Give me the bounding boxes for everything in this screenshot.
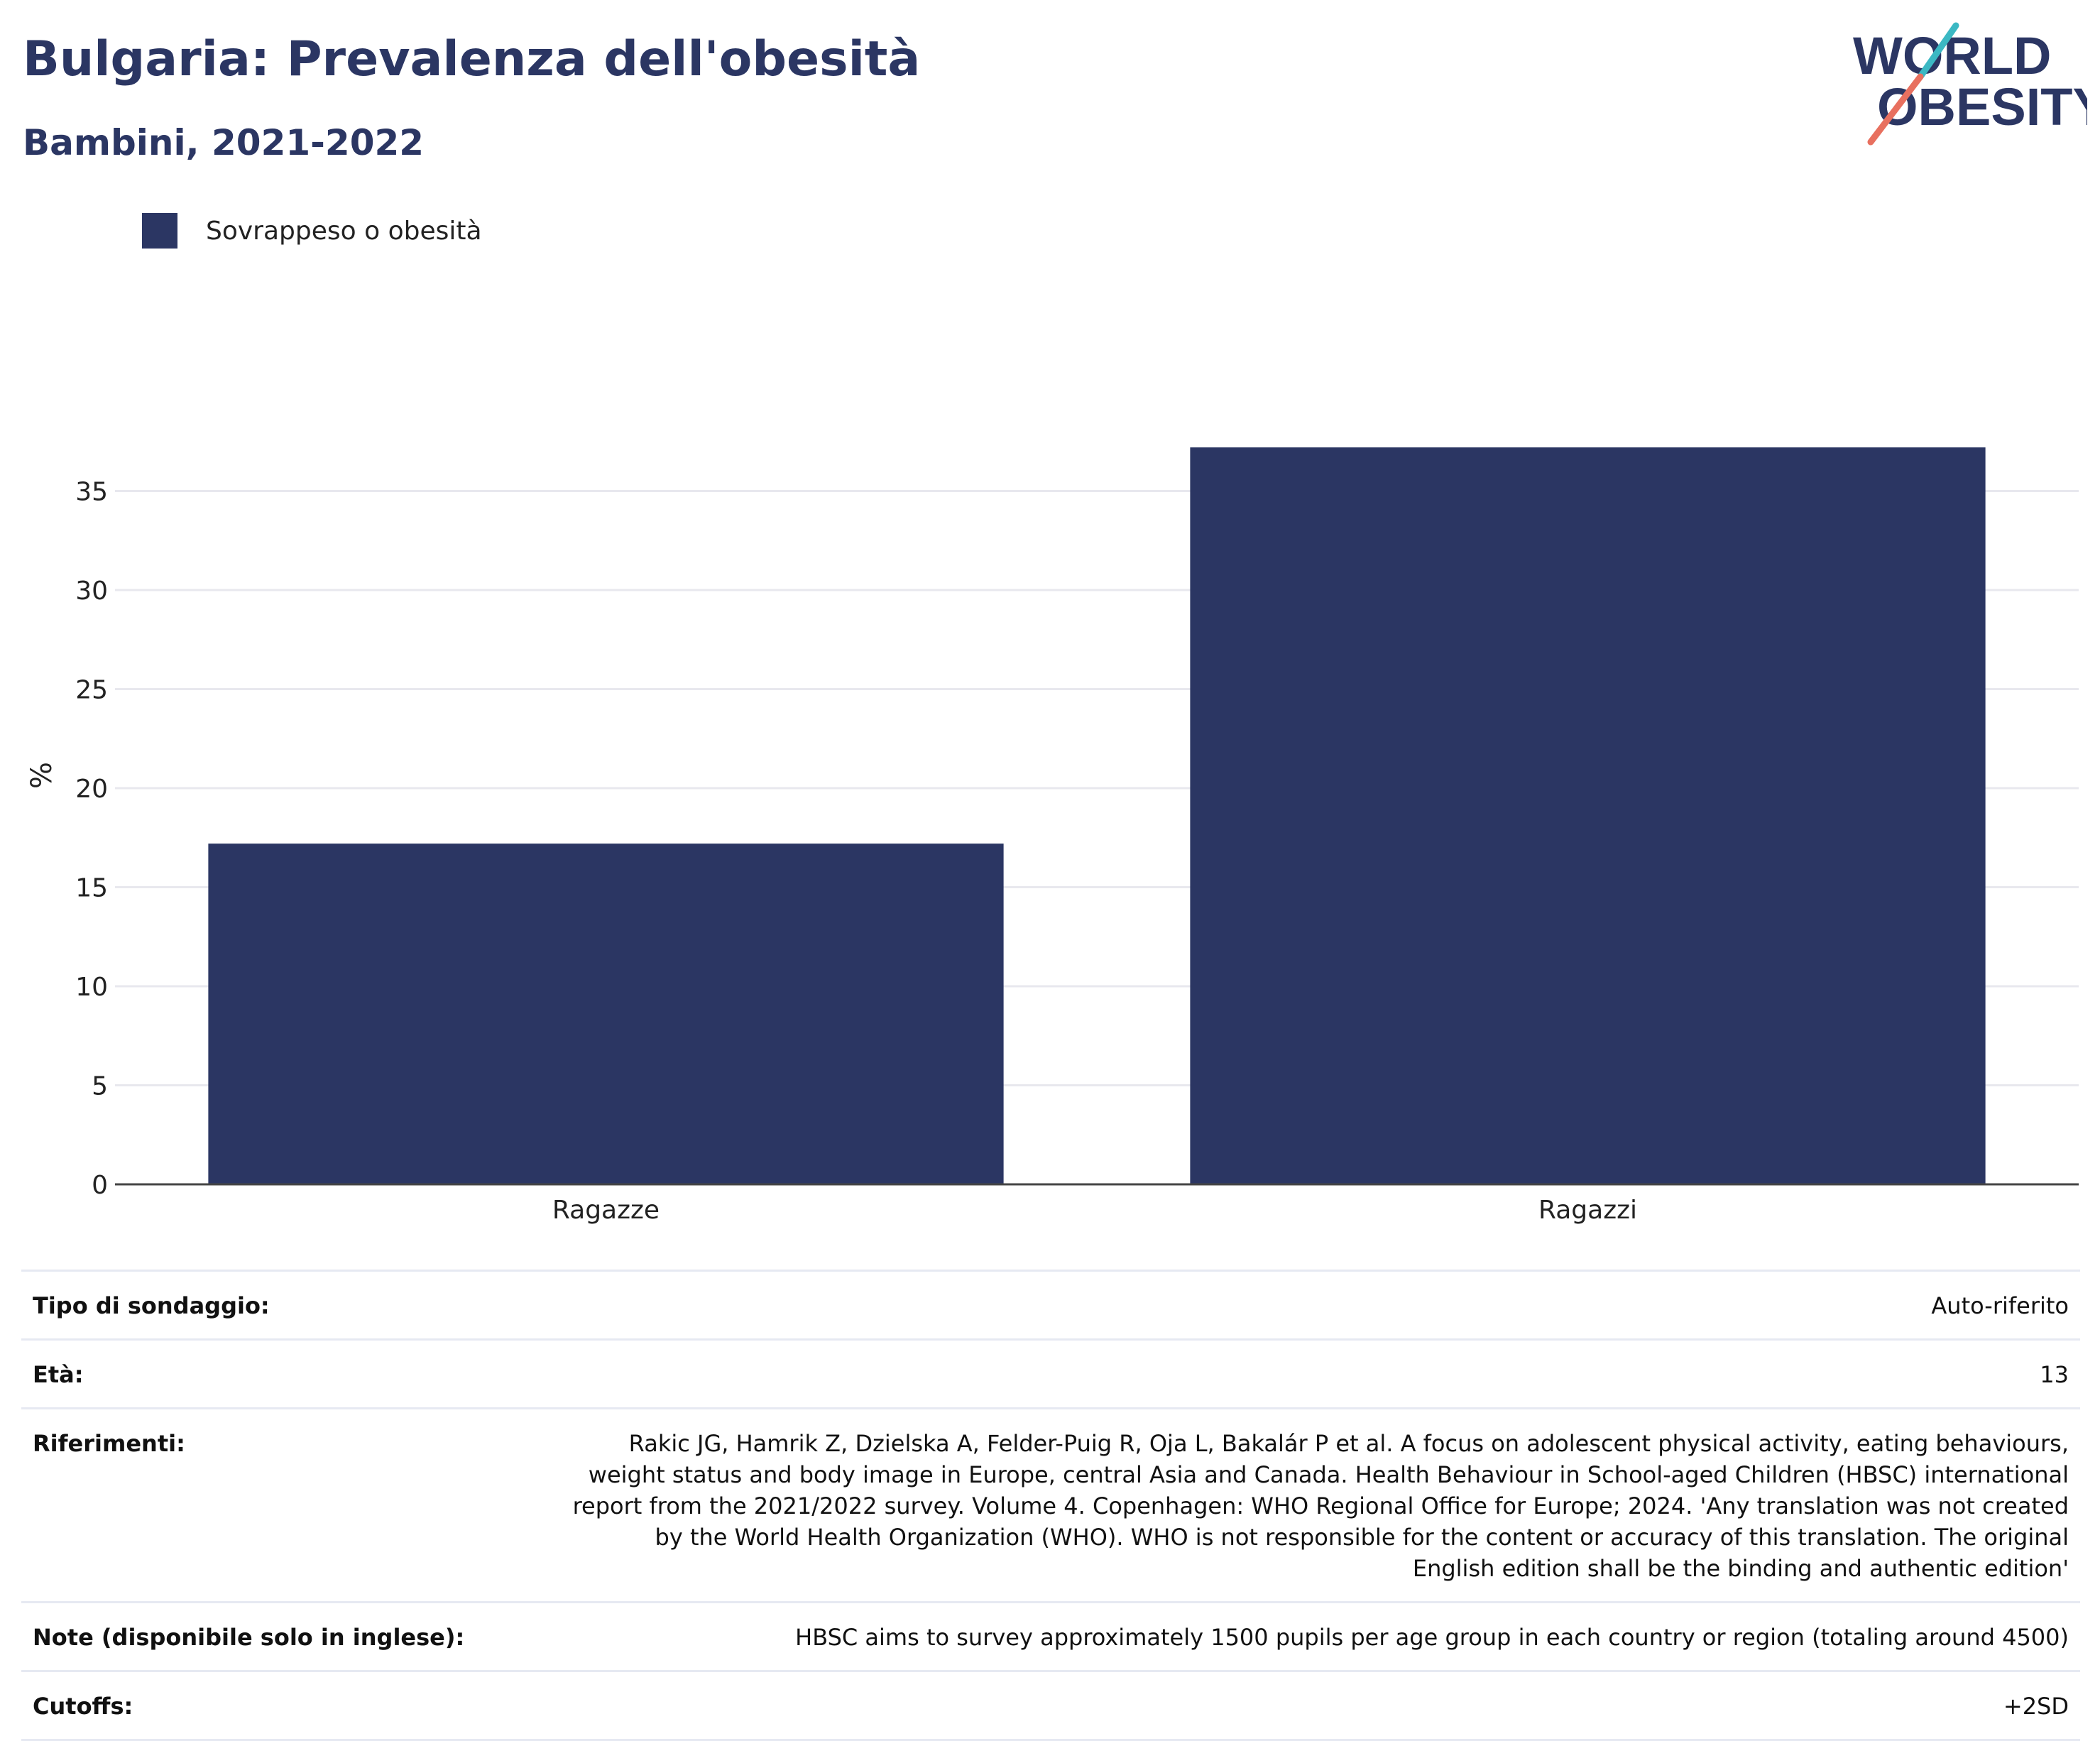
info-value: +2SD [555,1670,2080,1741]
x-tick-label: Ragazze [552,1196,660,1225]
info-value: Auto-riferito [555,1270,2080,1341]
world-obesity-logo: WORLD OBESITY [1853,20,2100,148]
info-row: Tipo di sondaggio: Auto-riferito [21,1270,2080,1341]
info-label: Note (disponibile solo in inglese): [21,1601,555,1672]
info-table: Tipo di sondaggio: Auto-riferito Età: 13 Rif… [21,1270,2080,1741]
y-tick-label: 10 [75,973,108,1002]
bar-ragazze[interactable] [208,844,1004,1184]
y-tick-label: 15 [75,874,108,903]
info-value: 13 [555,1338,2080,1409]
y-tick-label: 20 [75,775,108,804]
legend-swatch [142,213,177,249]
info-label: Cutoffs: [21,1670,555,1741]
chart-legend: Sovrappeso o obesità [142,213,482,249]
info-value: Rakic JG, Hamrik Z, Dzielska A, Felder-P… [555,1407,2080,1603]
y-tick-label: 0 [92,1171,108,1200]
x-tick-label: Ragazzi [1538,1196,1637,1225]
bar-chart: 0 5 10 15 20 25 30 35 Ragazze Ragazzi % [26,447,2079,1225]
info-row: Cutoffs: +2SD [21,1670,2080,1741]
info-row: Età: 13 [21,1338,2080,1409]
info-row: Note (disponibile solo in inglese): HBSC … [21,1601,2080,1672]
axes: 0 5 10 15 20 25 30 35 Ragazze Ragazzi [75,478,2079,1225]
info-label: Riferimenti: [21,1407,555,1603]
legend-label: Sovrappeso o obesità [206,216,482,246]
info-value: HBSC aims to survey approximately 1500 p… [555,1601,2080,1672]
y-axis-title: % [26,762,58,789]
bar-ragazzi[interactable] [1190,447,1986,1184]
bars [208,447,1986,1184]
info-row: Riferimenti: Rakic JG, Hamrik Z, Dzielska… [21,1407,2080,1603]
info-label: Tipo di sondaggio: [21,1270,555,1341]
y-tick-label: 35 [75,478,108,507]
chart-subtitle: Bambini, 2021-2022 [23,122,425,163]
chart-title: Bulgaria: Prevalenza dell'obesità [23,31,921,87]
y-tick-label: 5 [92,1072,108,1101]
y-tick-label: 30 [75,577,108,606]
info-label: Età: [21,1338,555,1409]
y-tick-label: 25 [75,676,108,705]
